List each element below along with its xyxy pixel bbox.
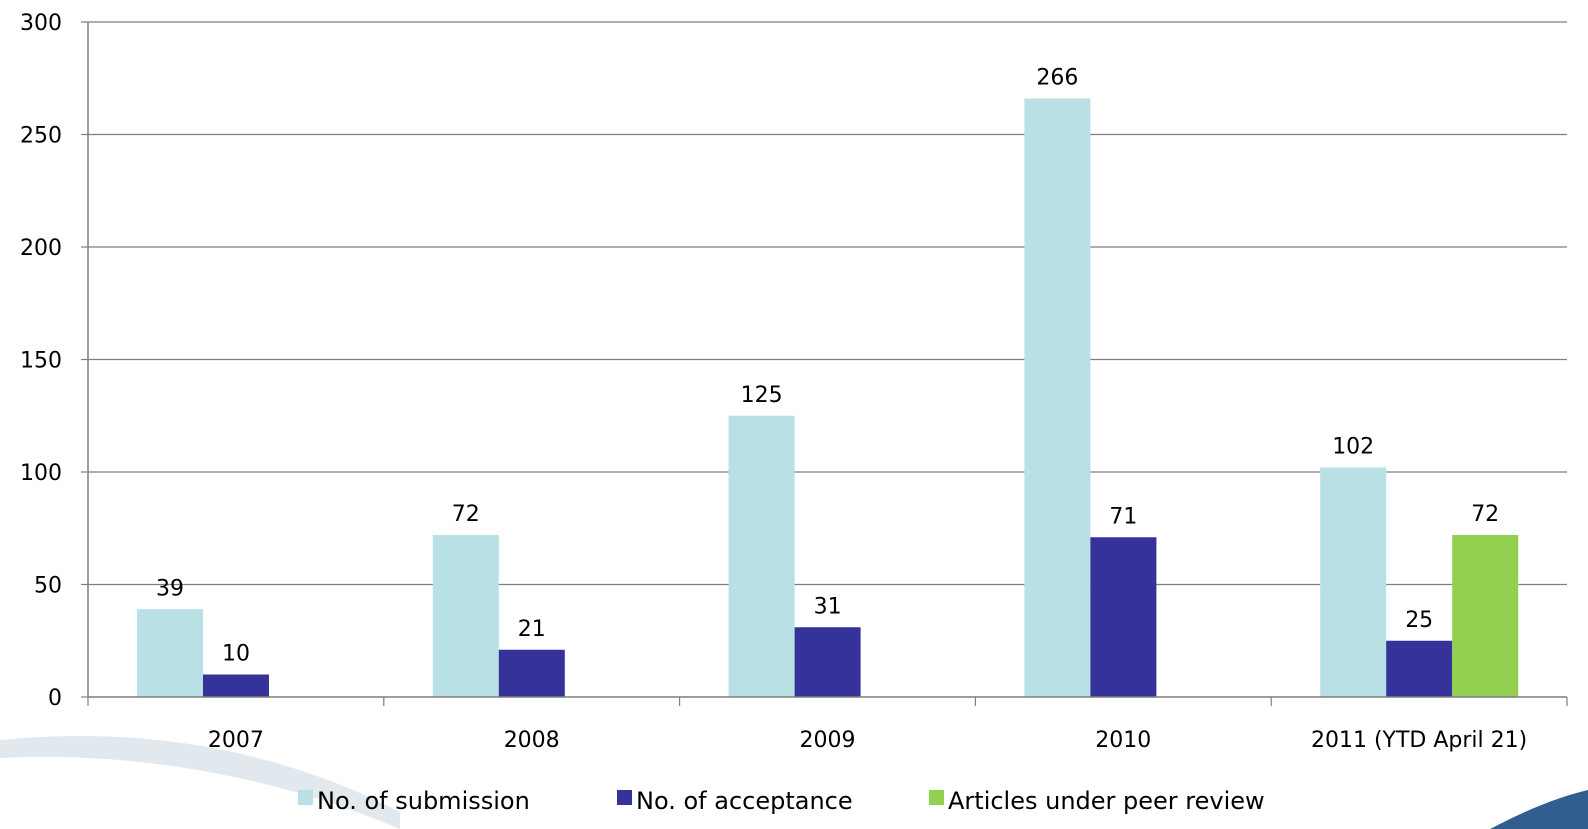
legend-swatch xyxy=(298,790,313,805)
legend-label: No. of submission xyxy=(317,787,530,815)
y-tick-label: 150 xyxy=(20,349,62,374)
bar-2010-series-1 xyxy=(1024,98,1091,697)
data-label: 71 xyxy=(1109,504,1137,529)
legend-swatch xyxy=(617,790,632,805)
data-label: 72 xyxy=(1471,502,1499,527)
bar-2009-series-1 xyxy=(728,415,795,697)
bar-2007-series-2 xyxy=(203,674,269,697)
bars xyxy=(137,98,1519,697)
data-label: 25 xyxy=(1405,608,1433,633)
y-tick-label: 250 xyxy=(20,124,62,149)
y-tick-label: 100 xyxy=(20,461,62,486)
data-label: 21 xyxy=(518,617,546,642)
data-label: 10 xyxy=(222,642,250,667)
bar-2011-series-3 xyxy=(1452,535,1519,697)
y-tick-label: 50 xyxy=(34,574,62,599)
background-swoosh xyxy=(0,735,1588,829)
bar-2010-series-2 xyxy=(1090,537,1157,697)
bar-2008-series-1 xyxy=(432,535,499,697)
data-label: 125 xyxy=(741,383,783,408)
bar-2007-series-1 xyxy=(137,609,203,697)
x-tick-label: 2008 xyxy=(504,728,560,753)
x-tick-label: 2007 xyxy=(208,728,264,753)
bar-2009-series-2 xyxy=(794,627,861,697)
bar-2011-series-2 xyxy=(1386,640,1453,697)
bar-2008-series-2 xyxy=(498,649,565,697)
x-tick-label: 2010 xyxy=(1095,728,1151,753)
x-tick-label: 2011 (YTD April 21) xyxy=(1311,728,1527,753)
swoosh-right xyxy=(1490,790,1588,829)
data-label: 31 xyxy=(814,594,842,619)
legend: No. of submission No. of acceptance Articl… xyxy=(298,787,1265,815)
bar-2011-series-1 xyxy=(1320,467,1387,697)
y-tick-label: 300 xyxy=(20,11,62,36)
axes: 0 50 100 150 200 250 300 2007 2008 2009 2010 2011 (… xyxy=(20,11,1568,753)
data-label: 102 xyxy=(1332,435,1374,460)
legend-label: Articles under peer review xyxy=(948,787,1265,815)
data-label: 39 xyxy=(156,576,184,601)
y-tick-label: 0 xyxy=(48,686,62,711)
y-tick-label: 200 xyxy=(20,236,62,261)
swoosh-left xyxy=(0,735,400,829)
data-labels: 39 72 125 266 102 10 21 31 71 25 72 xyxy=(156,66,1499,667)
legend-label: No. of acceptance xyxy=(636,787,853,815)
legend-swatch xyxy=(929,790,944,805)
data-label: 72 xyxy=(452,502,480,527)
data-label: 266 xyxy=(1036,66,1078,91)
x-tick-label: 2009 xyxy=(800,728,856,753)
